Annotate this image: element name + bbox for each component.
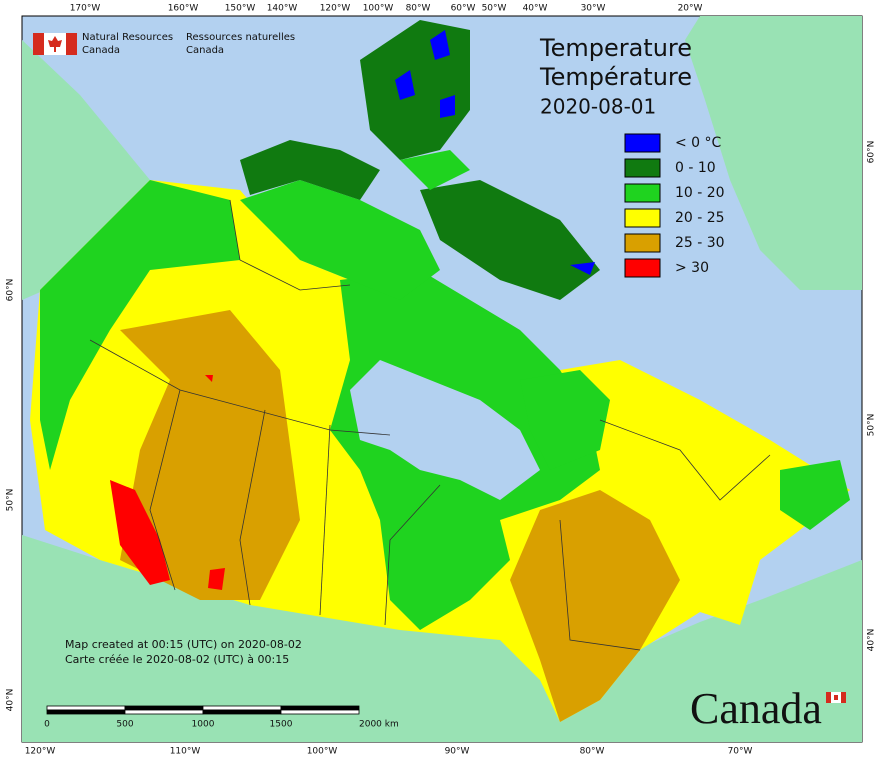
legend-label: > 30 xyxy=(675,260,709,276)
graticule-label: 100°W xyxy=(363,4,394,14)
branding-line: Natural Resources xyxy=(82,32,173,43)
canada-temperature xyxy=(30,20,850,722)
scale-bar: 0 500 1000 1500 2000 km xyxy=(44,705,399,730)
legend-swatch xyxy=(624,133,661,153)
legend-label: 0 - 10 xyxy=(675,160,716,176)
graticule-labels: 170°W 160°W 150°W 140°W 120°W 100°W 80°W 60°W 50… xyxy=(6,4,877,757)
legend-swatch xyxy=(624,158,661,178)
graticule-label: 50°N xyxy=(6,489,16,512)
graticule-label: 40°N xyxy=(867,629,877,652)
scale-label: 500 xyxy=(116,720,133,730)
credit: Map created at 00:15 (UTC) on 2020-08-02 xyxy=(65,638,302,651)
branding-line: Ressources naturelles xyxy=(186,32,295,43)
graticule-label: 60°N xyxy=(6,279,16,302)
graticule-label: 40°W xyxy=(523,4,548,14)
date: 2020-08-01 xyxy=(540,95,656,119)
title: Température xyxy=(539,63,692,91)
graticule-label: 150°W xyxy=(225,4,256,14)
scale-segment xyxy=(124,705,204,711)
graticule-label: 80°W xyxy=(580,747,605,757)
branding-line: Canada xyxy=(186,45,224,56)
scale-segment xyxy=(46,709,126,715)
graticule-label: 60°W xyxy=(451,4,476,14)
graticule-label: 140°W xyxy=(267,4,298,14)
scale-segment xyxy=(280,705,360,711)
legend-label: < 0 °C xyxy=(675,135,722,151)
nrcan-logo xyxy=(33,33,77,55)
graticule-label: 120°W xyxy=(25,747,56,757)
wordmark-flag xyxy=(826,692,846,703)
scale-segment xyxy=(280,709,360,715)
graticule-label: 160°W xyxy=(168,4,199,14)
graticule-label: 20°W xyxy=(678,4,703,14)
graticule-label: 60°N xyxy=(867,141,877,164)
graticule-label: 100°W xyxy=(307,747,338,757)
scale-label: 2000 km xyxy=(359,720,399,730)
graticule-label: 80°W xyxy=(406,4,431,14)
legend-label: 20 - 25 xyxy=(675,210,725,226)
province-borders xyxy=(89,199,771,651)
legend-swatch xyxy=(624,233,661,253)
scale-label: 0 xyxy=(44,720,50,730)
legend-swatch xyxy=(624,183,661,203)
legend-swatch xyxy=(624,208,661,228)
graticule-label: 70°W xyxy=(728,747,753,757)
scale-segment xyxy=(124,709,204,715)
legend-label: 25 - 30 xyxy=(675,235,725,251)
credit: Carte créée le 2020-08-02 (UTC) à 00:15 xyxy=(65,653,289,666)
legend-label: 10 - 20 xyxy=(675,185,725,201)
graticule-label: 120°W xyxy=(320,4,351,14)
graticule-label: 30°W xyxy=(581,4,606,14)
scale-label: 1000 xyxy=(192,720,215,730)
legend-swatch xyxy=(624,258,661,278)
graticule-label: 170°W xyxy=(70,4,101,14)
wordmark: Canada xyxy=(690,684,822,733)
graticule-label: 50°N xyxy=(867,414,877,437)
graticule-label: 110°W xyxy=(170,747,201,757)
legend: < 0 °C 0 - 10 10 - 20 20 - 25 25 - 30 > 30 xyxy=(624,133,725,278)
title: Temperature xyxy=(539,34,692,62)
scale-segment xyxy=(202,709,282,715)
graticule-label: 50°W xyxy=(482,4,507,14)
scale-label: 1500 xyxy=(270,720,293,730)
foreign-land xyxy=(22,16,862,742)
graticule-label: 90°W xyxy=(445,747,470,757)
graticule-label: 40°N xyxy=(6,689,16,712)
scale-segment xyxy=(202,705,282,711)
branding-line: Canada xyxy=(82,45,120,56)
scale-segment xyxy=(46,705,126,711)
